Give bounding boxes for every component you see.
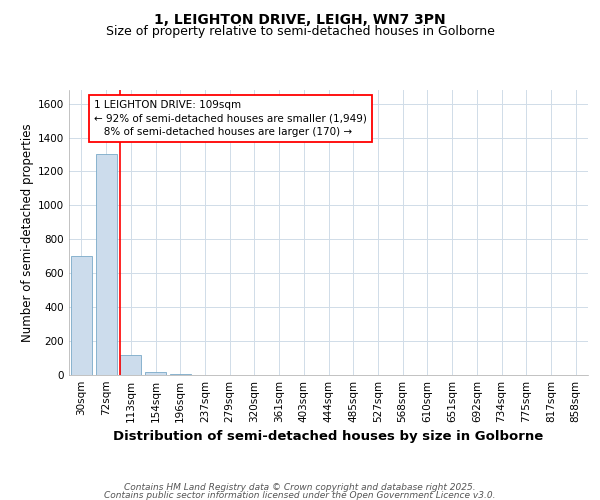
Text: Contains public sector information licensed under the Open Government Licence v3: Contains public sector information licen… (104, 491, 496, 500)
Text: Size of property relative to semi-detached houses in Golborne: Size of property relative to semi-detach… (106, 25, 494, 38)
Text: Contains HM Land Registry data © Crown copyright and database right 2025.: Contains HM Land Registry data © Crown c… (124, 484, 476, 492)
Bar (145, 372, 166, 375)
Bar (120, 354, 141, 375)
Y-axis label: Number of semi-detached properties: Number of semi-detached properties (21, 123, 34, 342)
Text: 1, LEIGHTON DRIVE, LEIGH, WN7 3PN: 1, LEIGHTON DRIVE, LEIGH, WN7 3PN (154, 12, 446, 26)
X-axis label: Distribution of semi-detached houses by size in Golborne: Distribution of semi-detached houses by … (113, 430, 544, 444)
Bar (95, 154, 116, 375)
Bar (71, 256, 92, 375)
Text: 1 LEIGHTON DRIVE: 109sqm
← 92% of semi-detached houses are smaller (1,949)
   8%: 1 LEIGHTON DRIVE: 109sqm ← 92% of semi-d… (94, 100, 367, 136)
Bar (170, 374, 191, 375)
